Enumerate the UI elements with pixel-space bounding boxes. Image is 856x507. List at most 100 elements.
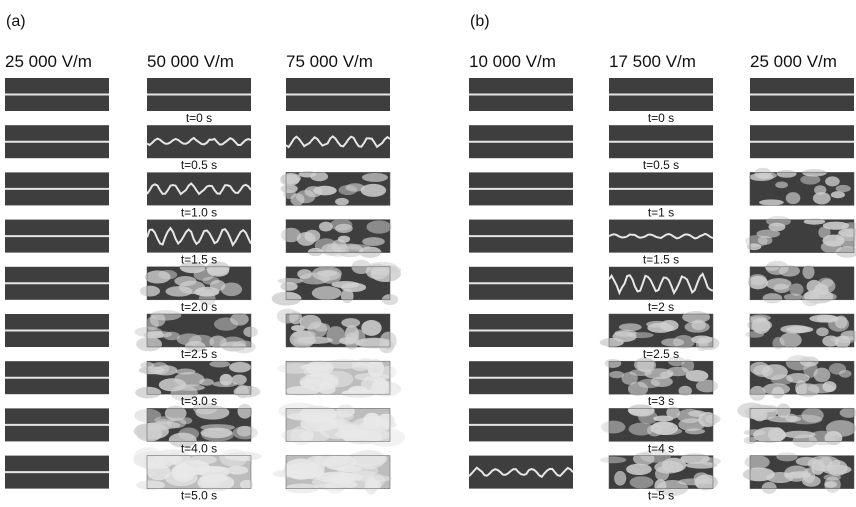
mixing-blob xyxy=(825,176,840,186)
mixing-blob xyxy=(199,379,214,386)
mixing-blob xyxy=(609,371,624,378)
mixing-blob xyxy=(600,338,624,347)
mixing-blob xyxy=(297,269,312,279)
mixing-blob xyxy=(743,467,775,481)
mixing-blob xyxy=(766,278,792,290)
mixing-blob xyxy=(366,428,405,446)
mixing-blob xyxy=(200,475,228,483)
mixing-blob xyxy=(335,198,349,206)
mixing-blob xyxy=(380,366,396,379)
frame-image xyxy=(745,216,856,258)
time-label: t=0.5 s xyxy=(643,158,679,172)
mixing-blob xyxy=(762,482,777,494)
frame-image xyxy=(750,78,854,111)
mixing-blob xyxy=(686,370,709,382)
frame-image xyxy=(469,361,573,394)
mixing-blob xyxy=(362,173,388,182)
mixing-blob xyxy=(238,404,253,419)
frame-background xyxy=(147,220,251,253)
mixing-blob xyxy=(227,466,248,475)
frame-background xyxy=(609,220,713,253)
mixing-blob xyxy=(280,282,297,291)
mixing-blob xyxy=(747,319,772,331)
mixing-blob xyxy=(678,386,691,396)
frame-image xyxy=(147,125,251,158)
frame-image xyxy=(281,219,392,258)
frame-image xyxy=(5,172,109,205)
mixing-blob xyxy=(336,466,362,472)
mixing-blob xyxy=(753,365,773,377)
mixing-blob xyxy=(748,274,766,285)
mixing-blob xyxy=(793,434,818,448)
mixing-blob xyxy=(240,480,253,490)
time-label: t=2.0 s xyxy=(181,300,217,314)
mixing-blob xyxy=(140,286,160,297)
mixing-blob xyxy=(836,185,851,192)
mixing-blob xyxy=(698,412,717,427)
mixing-blob xyxy=(300,374,339,391)
mixing-blob xyxy=(272,292,302,306)
mixing-blob xyxy=(802,265,814,279)
mixing-blob xyxy=(280,174,299,185)
mixing-blob xyxy=(630,476,654,488)
frame-background xyxy=(469,456,573,489)
time-label: t=4.0 s xyxy=(181,441,217,455)
frame-image xyxy=(286,78,390,111)
mixing-blob xyxy=(802,292,819,307)
mixing-blob xyxy=(802,476,821,487)
mixing-blob xyxy=(655,427,682,435)
time-label: t=0 s xyxy=(186,111,212,125)
mixing-blob xyxy=(755,168,772,179)
frame-image xyxy=(469,220,573,253)
time-label: t=5 s xyxy=(648,489,674,503)
mixing-blob xyxy=(627,332,654,338)
mixing-blob xyxy=(691,336,712,344)
mixing-blob xyxy=(763,293,783,303)
mixing-blob xyxy=(759,199,784,205)
mixing-blob xyxy=(220,374,233,386)
panel-label: (b) xyxy=(470,13,490,30)
mixing-blob xyxy=(737,403,765,419)
mixing-blob xyxy=(371,268,390,274)
mixing-blob xyxy=(310,172,328,182)
mixing-blob xyxy=(236,385,249,399)
frame-image xyxy=(609,125,713,158)
mixing-blob xyxy=(135,387,161,399)
mixing-blob xyxy=(626,464,652,475)
frame-image xyxy=(469,456,573,489)
frame-image xyxy=(286,125,390,158)
mixing-blob xyxy=(176,384,205,391)
time-label: t=0 s xyxy=(648,111,674,125)
mixing-blob xyxy=(219,449,248,467)
mixing-blob xyxy=(827,460,848,476)
mixing-blob xyxy=(348,386,368,396)
mixing-blob xyxy=(312,476,352,488)
mixing-blob xyxy=(768,415,801,422)
mixing-blob xyxy=(614,471,626,486)
mixing-blob xyxy=(661,338,684,346)
time-label: t=3.0 s xyxy=(181,394,217,408)
mixing-blob xyxy=(786,192,801,204)
mixing-blob xyxy=(290,330,316,348)
mixing-blob xyxy=(289,311,302,324)
mixing-blob xyxy=(696,380,718,393)
mixing-blob xyxy=(243,327,257,338)
frame-image xyxy=(5,314,109,347)
mixing-blob xyxy=(229,362,251,373)
mixing-blob xyxy=(763,383,790,395)
mixing-blob xyxy=(202,277,219,285)
mixing-blob xyxy=(655,467,669,481)
mixing-blob xyxy=(745,331,764,338)
mixing-blob xyxy=(167,452,182,464)
panel: (b)10 000 V/m17 500 V/m25 000 V/mt=0 st=… xyxy=(469,13,856,503)
mixing-blob xyxy=(165,470,197,486)
frame-image xyxy=(609,267,713,300)
mixing-blob xyxy=(814,185,826,195)
mixing-blob xyxy=(825,431,843,445)
mixing-blob xyxy=(839,370,852,378)
mixing-blob xyxy=(780,333,802,348)
mixing-blob xyxy=(281,184,298,193)
mixing-blob xyxy=(800,356,819,366)
frame-image xyxy=(609,172,713,205)
frame-image xyxy=(605,356,719,396)
